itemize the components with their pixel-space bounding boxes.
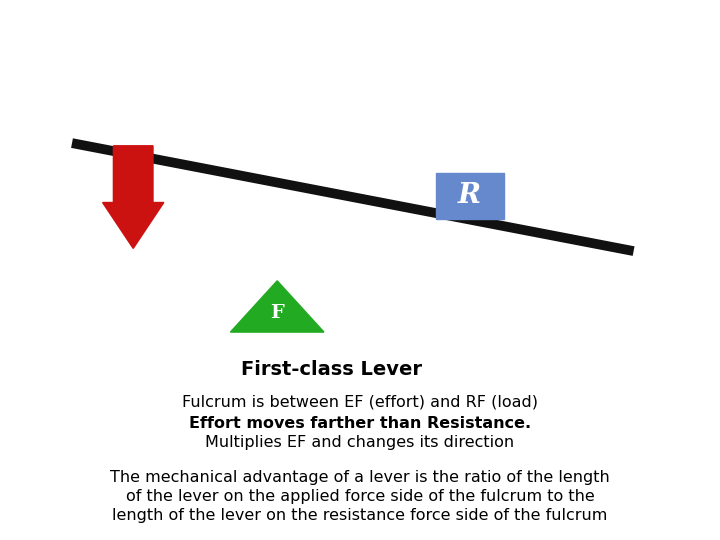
Text: Effort moves farther than Resistance.: Effort moves farther than Resistance. — [189, 416, 531, 431]
Text: R: R — [458, 182, 481, 209]
Text: Multiplies EF and changes its direction: Multiplies EF and changes its direction — [205, 435, 515, 450]
Text: length of the lever on the resistance force side of the fulcrum: length of the lever on the resistance fo… — [112, 508, 608, 523]
Text: E: E — [122, 76, 145, 107]
Text: Fulcrum is between EF (effort) and RF (load): Fulcrum is between EF (effort) and RF (l… — [182, 395, 538, 410]
Text: F: F — [270, 303, 284, 322]
Polygon shape — [102, 146, 164, 248]
FancyBboxPatch shape — [436, 173, 504, 219]
Text: of the lever on the applied force side of the fulcrum to the: of the lever on the applied force side o… — [125, 489, 595, 504]
Polygon shape — [230, 281, 324, 332]
Text: The mechanical advantage of a lever is the ratio of the length: The mechanical advantage of a lever is t… — [110, 470, 610, 485]
Text: First-class Lever: First-class Lever — [240, 360, 422, 380]
